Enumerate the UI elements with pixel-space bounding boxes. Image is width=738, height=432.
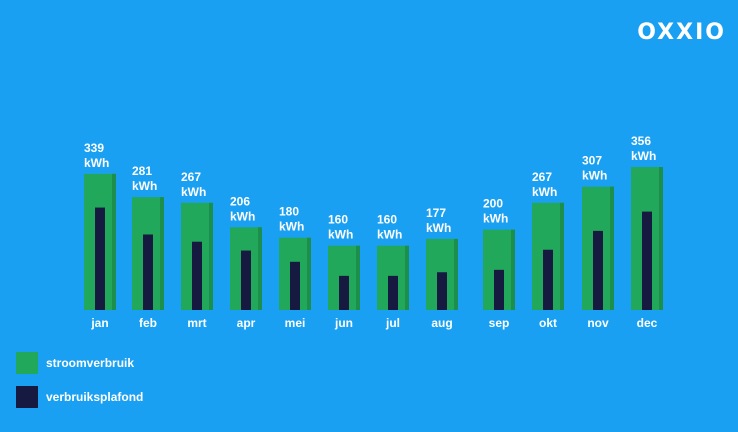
x-tick-label-nov: nov	[587, 316, 609, 330]
bar-verbruiksplafond-aug	[437, 272, 447, 310]
bar-verbruiksplafond-jun	[339, 275, 349, 310]
bar-verbruiksplafond-dec	[642, 211, 652, 310]
data-label-feb: 281	[132, 164, 152, 178]
data-label-unit-dec: kWh	[631, 149, 656, 163]
bar-verbruiksplafond-feb	[143, 234, 153, 310]
x-tick-label-apr: apr	[237, 316, 256, 330]
bar-side-aug	[454, 238, 458, 310]
data-label-unit-sep: kWh	[483, 212, 508, 226]
bar-side-nov	[610, 186, 614, 310]
data-label-aug: 177	[426, 206, 446, 220]
bar-side-okt	[560, 202, 564, 310]
bar-side-dec	[659, 167, 663, 310]
bar-verbruiksplafond-mrt	[192, 241, 202, 310]
bar-side-apr	[258, 227, 262, 310]
data-label-apr: 206	[230, 194, 250, 208]
x-tick-label-jan: jan	[90, 316, 108, 330]
bar-side-jan	[112, 173, 116, 310]
bar-side-jun	[356, 245, 360, 310]
data-label-okt: 267	[532, 170, 552, 184]
data-label-unit-nov: kWh	[582, 169, 607, 183]
oxxio-logo: OXXIO	[637, 20, 726, 45]
data-label-unit-apr: kWh	[230, 209, 255, 223]
legend-label-verbruiksplafond: verbruiksplafond	[46, 390, 144, 404]
data-label-jun: 160	[328, 213, 348, 227]
bar-verbruiksplafond-okt	[543, 249, 553, 310]
data-label-unit-mei: kWh	[279, 220, 304, 234]
data-label-unit-jan: kWh	[84, 156, 109, 170]
bar-chart: 339kWhjan281kWhfeb267kWhmrt206kWhapr180k…	[84, 134, 663, 330]
data-label-unit-jun: kWh	[328, 228, 353, 242]
x-tick-label-jun: jun	[334, 316, 353, 330]
bar-verbruiksplafond-nov	[593, 230, 603, 310]
data-label-unit-jul: kWh	[377, 228, 402, 242]
data-label-jan: 339	[84, 141, 104, 155]
legend: stroomverbruik verbruiksplafond	[16, 352, 143, 420]
x-tick-label-feb: feb	[139, 316, 157, 330]
bar-verbruiksplafond-sep	[494, 269, 504, 310]
x-tick-label-okt: okt	[539, 316, 557, 330]
bar-verbruiksplafond-jan	[95, 207, 105, 310]
bar-verbruiksplafond-mei	[290, 261, 300, 310]
legend-label-stroomverbruik: stroomverbruik	[46, 356, 135, 370]
data-label-unit-feb: kWh	[132, 179, 157, 193]
x-tick-label-aug: aug	[431, 316, 452, 330]
data-label-dec: 356	[631, 134, 651, 148]
data-label-jul: 160	[377, 213, 397, 227]
x-tick-label-jul: jul	[385, 316, 400, 330]
x-tick-label-dec: dec	[637, 316, 658, 330]
legend-item-stroomverbruik: stroomverbruik	[16, 352, 143, 374]
data-label-sep: 200	[483, 197, 503, 211]
bar-side-feb	[160, 197, 164, 310]
data-label-mrt: 267	[181, 170, 201, 184]
bar-side-mei	[307, 237, 311, 310]
x-tick-label-mrt: mrt	[187, 316, 206, 330]
bar-verbruiksplafond-jul	[388, 275, 398, 310]
data-label-unit-okt: kWh	[532, 185, 557, 199]
legend-item-verbruiksplafond: verbruiksplafond	[16, 386, 143, 408]
legend-swatch-stroomverbruik	[16, 352, 38, 374]
bar-side-sep	[511, 229, 515, 310]
data-label-mei: 180	[279, 205, 299, 219]
bar-side-mrt	[209, 202, 213, 310]
data-label-unit-aug: kWh	[426, 221, 451, 235]
legend-swatch-verbruiksplafond	[16, 386, 38, 408]
data-label-unit-mrt: kWh	[181, 185, 206, 199]
bar-side-jul	[405, 245, 409, 310]
x-tick-label-sep: sep	[489, 316, 510, 330]
bar-verbruiksplafond-apr	[241, 250, 251, 310]
data-label-nov: 307	[582, 154, 602, 168]
x-tick-label-mei: mei	[285, 316, 306, 330]
